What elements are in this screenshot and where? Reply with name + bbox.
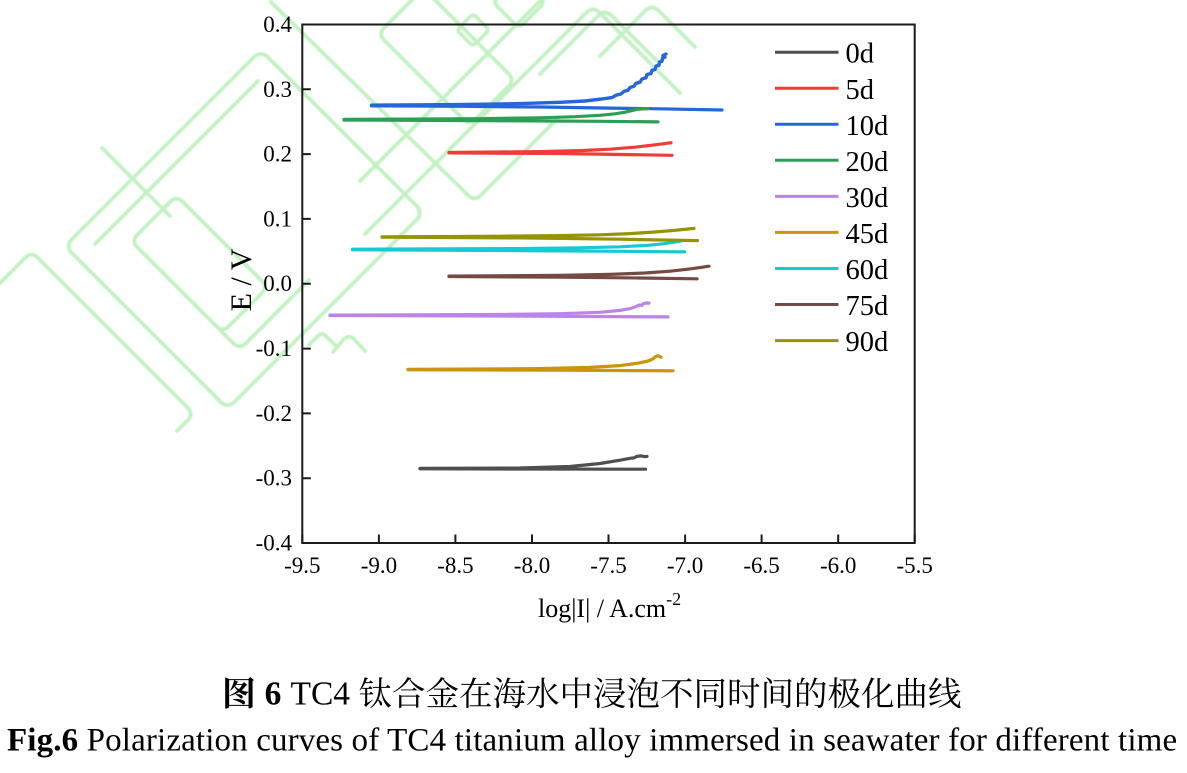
svg-text:-8.5: -8.5 [437, 553, 473, 578]
svg-text:0.4: 0.4 [263, 12, 292, 37]
svg-text:10d: 10d [846, 111, 889, 142]
svg-text:Fig.6 Polarization curves of T: Fig.6 Polarization curves of TC4 titaniu… [7, 723, 1177, 759]
svg-text:0d: 0d [846, 39, 875, 70]
svg-text:-0.3: -0.3 [256, 466, 292, 491]
svg-text:-9.5: -9.5 [284, 553, 320, 578]
svg-text:-0.4: -0.4 [256, 531, 293, 556]
svg-text:0.1: 0.1 [263, 206, 292, 231]
svg-text:-6.0: -6.0 [820, 553, 856, 578]
svg-text:60d: 60d [846, 255, 889, 286]
svg-text:-6.5: -6.5 [743, 553, 779, 578]
svg-text:TC4: TC4 [291, 675, 351, 712]
svg-text:20d: 20d [846, 147, 889, 178]
svg-text:90d: 90d [846, 327, 889, 358]
svg-text:-0.2: -0.2 [256, 401, 292, 426]
svg-text:0.3: 0.3 [263, 77, 292, 102]
svg-text:45d: 45d [846, 219, 889, 250]
svg-text:-0.1: -0.1 [256, 336, 292, 361]
svg-text:log|I| / A.cm-2: log|I| / A.cm-2 [538, 589, 681, 623]
svg-text:0.2: 0.2 [263, 142, 292, 167]
svg-text:6: 6 [265, 675, 282, 712]
svg-text:30d: 30d [846, 183, 889, 214]
svg-text:0.0: 0.0 [263, 271, 292, 296]
svg-text:-7.0: -7.0 [667, 553, 703, 578]
svg-text:-8.0: -8.0 [514, 553, 550, 578]
svg-text:-5.5: -5.5 [896, 553, 932, 578]
svg-text:E / V: E / V [225, 248, 258, 311]
svg-text:-9.0: -9.0 [361, 553, 397, 578]
svg-text:75d: 75d [846, 291, 889, 322]
svg-text:5d: 5d [846, 75, 875, 106]
svg-text:-7.5: -7.5 [590, 553, 626, 578]
